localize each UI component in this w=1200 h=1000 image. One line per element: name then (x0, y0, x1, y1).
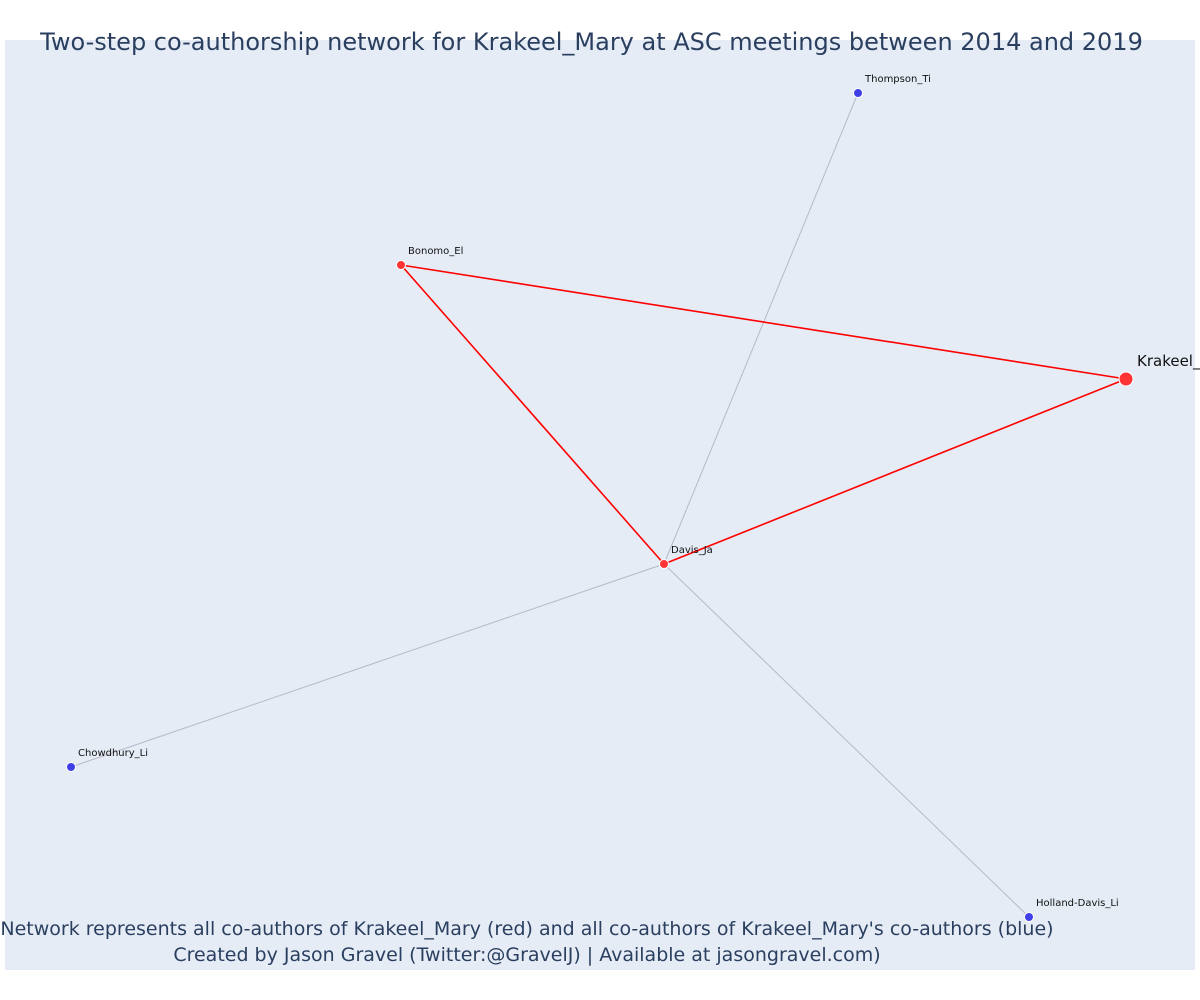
node-Krakeel_Mary[interactable] (1118, 371, 1134, 387)
node-label-Krakeel_Mary: Krakeel_ (1137, 352, 1200, 371)
node-label-Bonomo_El: Bonomo_El (408, 246, 463, 257)
edges-layer (70, 92, 1127, 918)
node-label-Chowdhury_Li: Chowdhury_Li (78, 748, 148, 759)
edge-Davis_Ja-Thompson_Ti (663, 92, 859, 565)
footnote-line-1: Network represents all co-authors of Kra… (0, 918, 1054, 940)
node-Holland-Davis_Li[interactable] (1024, 912, 1034, 922)
node-Thompson_Ti[interactable] (853, 88, 863, 98)
edge-Bonomo_El-Davis_Ja (400, 264, 665, 565)
edge-Davis_Ja-Chowdhury_Li (70, 563, 665, 768)
node-Bonomo_El[interactable] (396, 260, 406, 270)
node-Davis_Ja[interactable] (659, 559, 669, 569)
edge-Davis_Ja-Holland-Davis_Li (663, 563, 1030, 918)
labels-layer: Krakeel_ Bonomo_El Davis_Ja Thompson_Ti Chow… (78, 74, 1200, 909)
node-label-Davis_Ja: Davis_Ja (671, 545, 713, 556)
chart-title: Two-step co-authorship network for Krake… (40, 28, 1143, 56)
footnote-line-2: Created by Jason Gravel (Twitter:@Gravel… (173, 944, 881, 966)
node-label-Thompson_Ti: Thompson_Ti (864, 74, 931, 85)
edge-Krakeel_Mary-Bonomo_El (400, 264, 1127, 380)
node-Chowdhury_Li[interactable] (66, 762, 76, 772)
node-label-Holland-Davis_Li: Holland-Davis_Li (1036, 898, 1119, 909)
nodes-layer (66, 88, 1134, 922)
edge-Krakeel_Mary-Davis_Ja (663, 378, 1127, 565)
plot-area (5, 40, 1195, 970)
